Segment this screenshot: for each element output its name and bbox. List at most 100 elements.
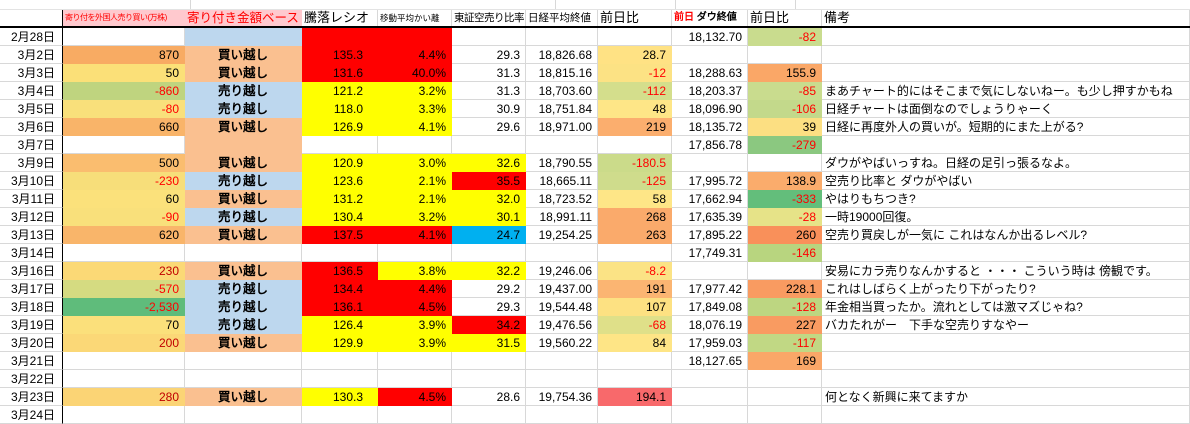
cell-nikkei-close[interactable] xyxy=(526,28,598,46)
cell-memo[interactable]: 一時19000回復。 xyxy=(822,208,1190,226)
cell-amount-basis[interactable] xyxy=(185,406,302,424)
cell-nikkei-diff[interactable]: 28.7 xyxy=(598,46,672,64)
cell-dow-close[interactable]: 17,995.72 xyxy=(672,172,748,190)
cell-memo[interactable] xyxy=(822,244,1190,262)
cell-memo[interactable] xyxy=(822,64,1190,82)
cell-dow-close[interactable] xyxy=(672,388,748,406)
cell-foreign-volume[interactable]: 620 xyxy=(63,226,185,244)
cell-foreign-volume[interactable] xyxy=(63,370,185,388)
cell-ma-deviation[interactable] xyxy=(378,244,452,262)
cell-dow-diff[interactable]: 169 xyxy=(748,352,822,370)
cell-memo[interactable] xyxy=(822,46,1190,64)
cell-amount-basis[interactable]: 買い越し xyxy=(185,262,302,280)
cell-foreign-volume[interactable]: -860 xyxy=(63,82,185,100)
cell-dow-diff[interactable]: 260 xyxy=(748,226,822,244)
cell-nikkei-diff[interactable] xyxy=(598,136,672,154)
cell-dow-close[interactable]: 17,977.42 xyxy=(672,280,748,298)
cell-dow-close[interactable]: 17,635.39 xyxy=(672,208,748,226)
cell-dow-close[interactable]: 18,203.37 xyxy=(672,82,748,100)
cell-foreign-volume[interactable] xyxy=(63,406,185,424)
cell-amount-basis[interactable]: 買い越し xyxy=(185,64,302,82)
cell-nikkei-close[interactable]: 18,665.11 xyxy=(526,172,598,190)
cell-dow-diff[interactable] xyxy=(748,388,822,406)
cell-short-ratio[interactable] xyxy=(452,244,526,262)
cell-memo[interactable]: 空売り買戻しが一気に これはなんか出るレベル? xyxy=(822,226,1190,244)
cell-amount-basis[interactable]: 買い越し xyxy=(185,118,302,136)
cell-dow-close[interactable]: 17,959.03 xyxy=(672,334,748,352)
cell-nikkei-diff[interactable] xyxy=(598,352,672,370)
cell-updown-ratio[interactable]: 134.4 xyxy=(302,280,378,298)
cell-dow-diff[interactable]: -117 xyxy=(748,334,822,352)
cell-date[interactable]: 3月22日 xyxy=(0,370,63,388)
cell-date[interactable]: 3月9日 xyxy=(0,154,63,172)
cell-short-ratio[interactable]: 32.0 xyxy=(452,190,526,208)
cell-date[interactable]: 3月12日 xyxy=(0,208,63,226)
cell-dow-close[interactable] xyxy=(672,406,748,424)
cell-dow-diff[interactable]: -333 xyxy=(748,190,822,208)
cell-dow-diff[interactable] xyxy=(748,154,822,172)
cell-amount-basis[interactable]: 買い越し xyxy=(185,226,302,244)
cell-ma-deviation[interactable]: 2.1% xyxy=(378,172,452,190)
cell-short-ratio[interactable] xyxy=(452,406,526,424)
cell-dow-close[interactable]: 17,849.08 xyxy=(672,298,748,316)
cell-foreign-volume[interactable] xyxy=(63,352,185,370)
cell-nikkei-diff[interactable]: 48 xyxy=(598,100,672,118)
cell-ma-deviation[interactable] xyxy=(378,28,452,46)
cell-foreign-volume[interactable]: -230 xyxy=(63,172,185,190)
cell-amount-basis[interactable]: 買い越し xyxy=(185,46,302,64)
cell-memo[interactable] xyxy=(822,28,1190,46)
cell-nikkei-close[interactable]: 18,790.55 xyxy=(526,154,598,172)
cell-nikkei-close[interactable]: 18,971.00 xyxy=(526,118,598,136)
cell-dow-diff[interactable] xyxy=(748,370,822,388)
cell-updown-ratio[interactable]: 118.0 xyxy=(302,100,378,118)
cell-short-ratio[interactable]: 30.9 xyxy=(452,100,526,118)
cell-ma-deviation[interactable]: 3.8% xyxy=(378,262,452,280)
cell-foreign-volume[interactable]: 50 xyxy=(63,64,185,82)
cell-dow-diff[interactable]: 155.9 xyxy=(748,64,822,82)
cell-date[interactable]: 3月16日 xyxy=(0,262,63,280)
cell-memo[interactable]: 安易にカラ売りなんかすると ・・・ こういう時は 傍観です。 xyxy=(822,262,1190,280)
cell-short-ratio[interactable] xyxy=(452,352,526,370)
cell-memo[interactable]: まあチャート的にはそこまで気にしないねー。も少し押すかもね xyxy=(822,82,1190,100)
cell-short-ratio[interactable]: 29.3 xyxy=(452,298,526,316)
cell-date[interactable]: 3月23日 xyxy=(0,388,63,406)
cell-date[interactable]: 3月14日 xyxy=(0,244,63,262)
cell-dow-diff[interactable]: 227 xyxy=(748,316,822,334)
cell-updown-ratio[interactable]: 121.2 xyxy=(302,82,378,100)
cell-amount-basis[interactable] xyxy=(185,352,302,370)
cell-amount-basis[interactable]: 売り越し xyxy=(185,172,302,190)
cell-ma-deviation[interactable]: 3.0% xyxy=(378,154,452,172)
cell-date[interactable]: 3月13日 xyxy=(0,226,63,244)
header-memo[interactable]: 備考 xyxy=(822,10,1190,26)
cell-amount-basis[interactable] xyxy=(185,370,302,388)
cell-updown-ratio[interactable] xyxy=(302,406,378,424)
cell-nikkei-close[interactable]: 18,991.11 xyxy=(526,208,598,226)
header-date-empty[interactable] xyxy=(0,10,63,26)
cell-date[interactable]: 2月28日 xyxy=(0,28,63,46)
cell-ma-deviation[interactable] xyxy=(378,406,452,424)
cell-updown-ratio[interactable]: 129.9 xyxy=(302,334,378,352)
cell-updown-ratio[interactable] xyxy=(302,244,378,262)
cell-dow-diff[interactable]: -146 xyxy=(748,244,822,262)
cell-amount-basis[interactable]: 売り越し xyxy=(185,316,302,334)
cell-foreign-volume[interactable]: 660 xyxy=(63,118,185,136)
cell-dow-diff[interactable]: -106 xyxy=(748,100,822,118)
cell-ma-deviation[interactable]: 4.1% xyxy=(378,118,452,136)
cell-ma-deviation[interactable]: 2.1% xyxy=(378,190,452,208)
cell-ma-deviation[interactable] xyxy=(378,136,452,154)
cell-nikkei-close[interactable]: 18,703.60 xyxy=(526,82,598,100)
top-empty-row[interactable] xyxy=(0,0,1190,10)
cell-short-ratio[interactable]: 31.3 xyxy=(452,64,526,82)
cell-dow-close[interactable] xyxy=(672,154,748,172)
cell-short-ratio[interactable] xyxy=(452,28,526,46)
cell-amount-basis[interactable]: 売り越し xyxy=(185,208,302,226)
cell-short-ratio[interactable]: 31.5 xyxy=(452,334,526,352)
cell-ma-deviation[interactable] xyxy=(378,352,452,370)
cell-date[interactable]: 3月5日 xyxy=(0,100,63,118)
header-dow-diff[interactable]: 前日比 xyxy=(748,10,822,26)
cell-date[interactable]: 3月18日 xyxy=(0,298,63,316)
cell-nikkei-close[interactable] xyxy=(526,244,598,262)
cell-foreign-volume[interactable]: -570 xyxy=(63,280,185,298)
cell-ma-deviation[interactable]: 3.9% xyxy=(378,316,452,334)
cell-amount-basis[interactable] xyxy=(185,28,302,46)
